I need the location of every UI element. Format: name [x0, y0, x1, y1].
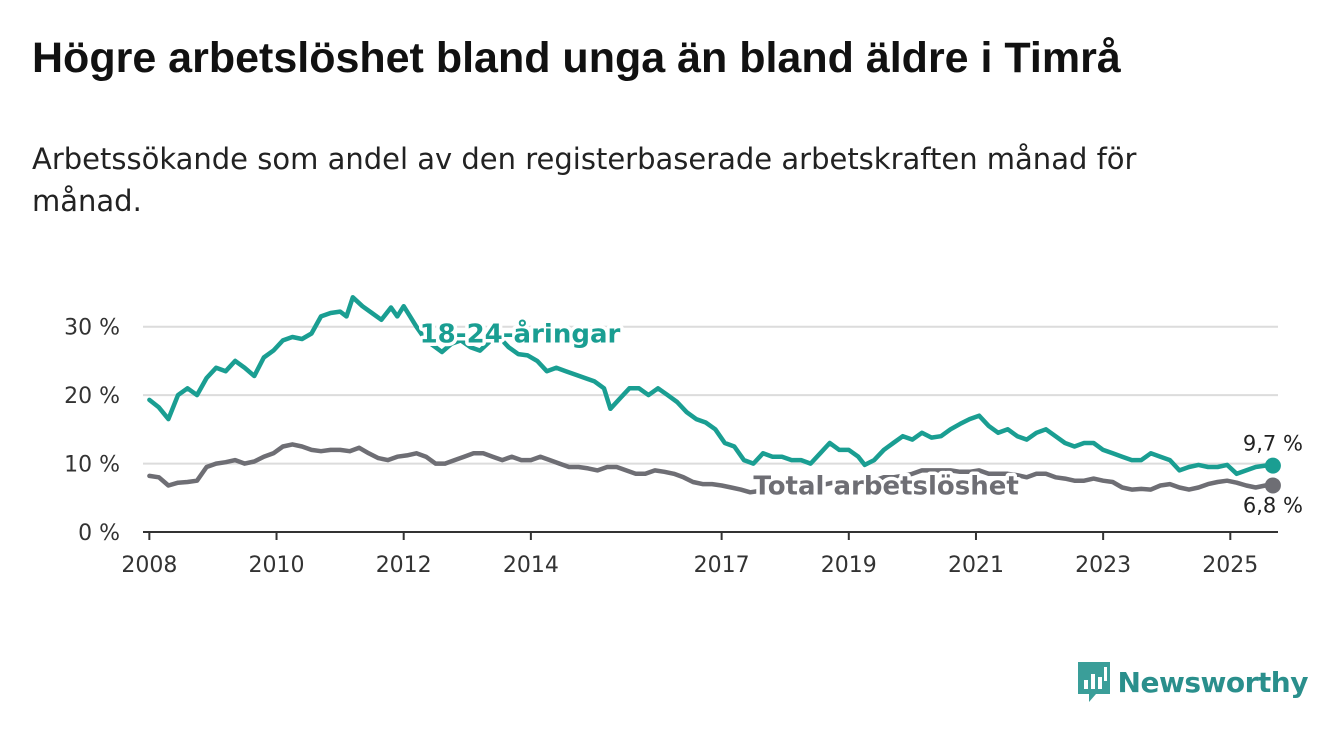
series-end-point-youth-line [1264, 457, 1281, 474]
series-line-total-line [147, 442, 1276, 495]
end-value-label-total-line: 6,8 % [1243, 493, 1303, 517]
gridlines [143, 325, 1278, 465]
y-tick-label: 20 % [64, 384, 120, 409]
x-tick-label: 2023 [1075, 553, 1131, 578]
y-tick-label: 10 % [64, 453, 120, 478]
series-name-label-youth-line: 18-24-åringar [420, 318, 621, 350]
x-tick-label: 2021 [948, 553, 1004, 578]
series-name-label-total-line: Total arbetslöshet [753, 471, 1018, 501]
chart-title: Högre arbetslöshet bland unga än bland ä… [32, 34, 1121, 82]
newsworthy-logo-icon [1077, 662, 1110, 702]
x-tick-label: 2019 [821, 553, 877, 578]
x-tick-label: 2014 [503, 553, 559, 578]
axes: 0 % 10 % 20 % 30 % 2008 2010 2012 2014 2017 2019 2… [64, 316, 1278, 578]
end-value-label-youth-line: 9,7 % [1243, 432, 1303, 456]
x-tick-label: 2010 [249, 553, 305, 578]
series-lines [147, 295, 1281, 495]
series-line-youth-line [147, 295, 1276, 477]
series-end-point-total-line [1264, 477, 1281, 494]
brand-logo: Newsworthy [1076, 660, 1309, 704]
series-labels: 9,7 % 6,8 % 18-24-åringar Total arbetslöshe… [416, 314, 1303, 517]
brand-name: Newsworthy [1117, 665, 1309, 699]
x-tick-label: 2008 [121, 553, 177, 578]
x-tick-label: 2025 [1202, 553, 1258, 578]
y-tick-label: 0 % [78, 521, 120, 546]
x-tick-label: 2017 [694, 553, 750, 578]
x-tick-label: 2012 [376, 553, 432, 578]
y-tick-label: 30 % [64, 316, 120, 341]
chart-subtitle: Arbetssökande som andel av den registerb… [32, 142, 1137, 219]
